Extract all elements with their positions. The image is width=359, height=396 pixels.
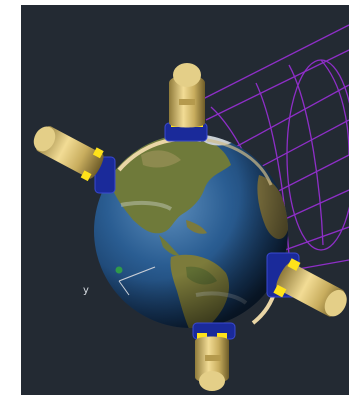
thruster-top[interactable] — [169, 63, 205, 128]
axis-label-y: y — [83, 285, 89, 296]
axis-gizmo: y — [83, 266, 156, 296]
thruster-right[interactable] — [271, 257, 349, 325]
thruster-bottom[interactable] — [195, 333, 229, 391]
axis-origin-marker — [115, 266, 123, 274]
earth-globe[interactable] — [94, 130, 288, 333]
scene-canvas: y — [28, 24, 349, 391]
thruster-left[interactable] — [28, 119, 108, 183]
3d-viewport[interactable]: y — [21, 5, 349, 395]
